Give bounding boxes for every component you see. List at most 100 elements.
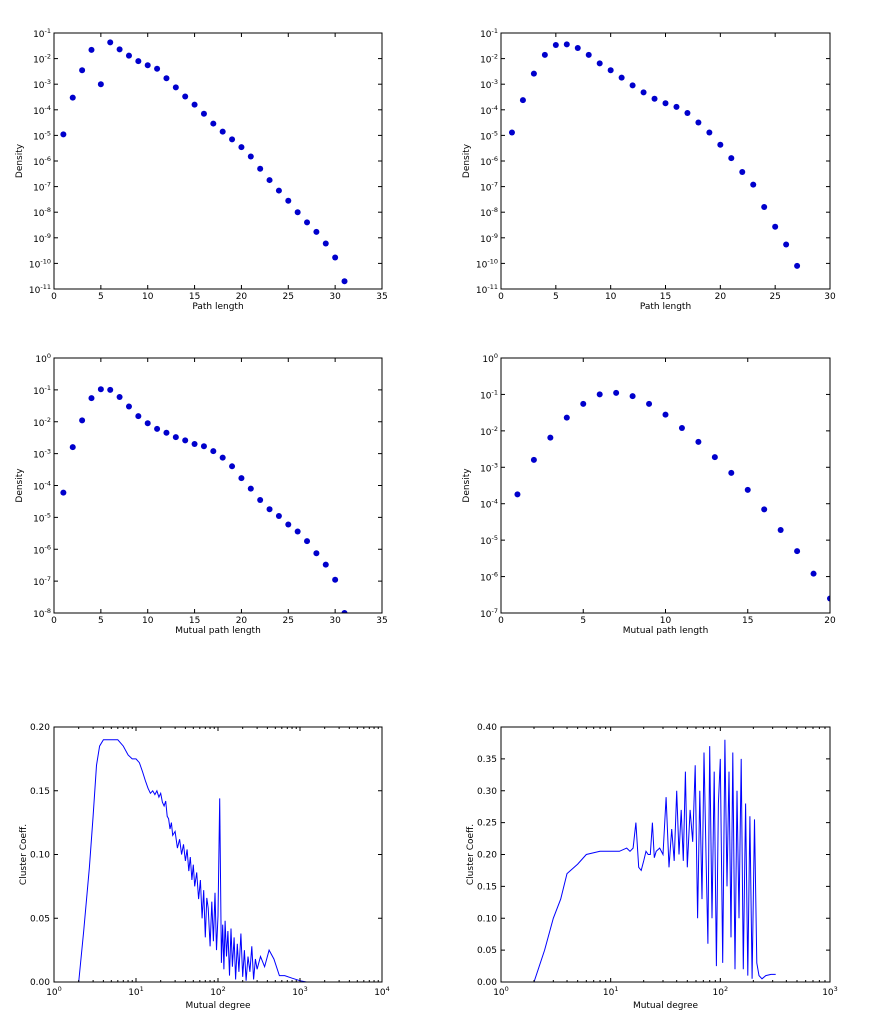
- x-tick-label: 0: [498, 292, 504, 302]
- y-axis-label: Cluster Coeff.: [466, 824, 476, 885]
- y-tick-label: 10-2: [480, 425, 498, 438]
- y-tick-label: 10-1: [480, 27, 498, 40]
- data-point: [673, 103, 680, 110]
- y-axis-label: Density: [462, 143, 472, 178]
- series-line: [533, 739, 776, 982]
- data-point: [116, 393, 123, 400]
- data-point: [322, 240, 329, 247]
- x-tick-label: 30: [329, 292, 341, 302]
- y-tick-label: 0.05: [30, 914, 50, 924]
- data-point: [646, 400, 653, 407]
- data-point: [107, 386, 114, 393]
- y-tick-label: 10-4: [33, 104, 51, 117]
- chart-panel-6: 100 101 102 103 0.00 0.05 0.10 0.15 0.20 0.25 0.30…: [466, 723, 838, 1011]
- x-tick-label: 5: [580, 616, 586, 626]
- data-point: [552, 41, 559, 48]
- data-point: [783, 241, 790, 248]
- y-tick-label: 10-10: [29, 257, 51, 270]
- x-tick-label: 5: [553, 292, 559, 302]
- y-tick-label: 10-3: [33, 448, 51, 461]
- data-point: [210, 448, 217, 455]
- data-point: [304, 219, 311, 226]
- plot-frame: [53, 726, 383, 983]
- data-point: [332, 576, 339, 583]
- data-point: [547, 434, 554, 441]
- data-point: [662, 100, 669, 107]
- y-tick-label: 0.15: [30, 787, 50, 797]
- y-tick-label: 0.20: [30, 723, 50, 733]
- y-tick-label: 0.40: [477, 723, 497, 733]
- y-tick-label: 10-9: [480, 232, 498, 245]
- data-point: [827, 595, 830, 602]
- data-point: [257, 497, 264, 504]
- y-tick-label: 10-4: [33, 480, 51, 493]
- x-axis-label: Path length: [192, 302, 243, 312]
- x-tick-label: 10: [142, 292, 154, 302]
- x-axis-label: Mutual degree: [185, 1001, 251, 1011]
- y-tick-label: 0.30: [477, 787, 497, 797]
- data-point: [97, 386, 104, 393]
- data-point: [678, 424, 685, 431]
- data-point: [294, 528, 301, 535]
- y-tick-label: 10-10: [476, 257, 498, 270]
- x-tick-label: 20: [236, 616, 248, 626]
- y-tick-label: 0.35: [477, 755, 497, 765]
- y-tick-label: 0.10: [477, 914, 497, 924]
- data-point: [88, 46, 95, 53]
- x-tick-label: 25: [769, 292, 780, 302]
- data-point: [684, 109, 691, 116]
- data-point: [304, 538, 311, 545]
- plot-frame: [500, 32, 831, 290]
- y-tick-label: 10-3: [480, 461, 498, 474]
- y-tick-label: 10-2: [480, 53, 498, 66]
- data-point: [629, 393, 636, 400]
- data-point: [238, 144, 245, 151]
- data-point: [541, 51, 548, 58]
- data-point: [79, 67, 86, 74]
- data-point: [777, 526, 784, 533]
- y-tick-label: 0.00: [477, 978, 497, 988]
- data-point: [182, 437, 189, 444]
- data-layer: [508, 41, 801, 269]
- x-tick-label: 0: [498, 616, 504, 626]
- data-point: [163, 75, 170, 82]
- data-point: [266, 177, 273, 184]
- x-tick-label: 0: [51, 292, 57, 302]
- data-point: [332, 254, 339, 261]
- data-point: [97, 81, 104, 88]
- data-layer: [60, 39, 348, 285]
- data-point: [514, 491, 521, 498]
- x-tick-label: 15: [189, 616, 200, 626]
- x-tick-label: 15: [660, 292, 671, 302]
- data-point: [182, 93, 189, 100]
- data-point: [125, 52, 132, 59]
- data-point: [88, 395, 95, 402]
- y-tick-label: 10-4: [480, 104, 498, 117]
- x-tick-label: 102: [713, 985, 729, 998]
- chart-panel-3: 0 5 10 15 20 25 30 35 10-8 10-7 10-6 10-5 10-4 10-3 10…: [15, 352, 388, 636]
- x-tick-label: 15: [189, 292, 200, 302]
- x-tick-label: 15: [742, 616, 753, 626]
- x-axis-label: Mutual path length: [175, 626, 261, 636]
- data-layer: [78, 739, 315, 982]
- data-point: [761, 506, 768, 513]
- y-tick-label: 10-6: [480, 155, 498, 168]
- data-point: [341, 278, 348, 285]
- x-tick-label: 103: [822, 985, 838, 998]
- data-point: [219, 454, 226, 461]
- data-point: [191, 441, 198, 448]
- x-tick-label: 5: [98, 292, 104, 302]
- data-point: [294, 209, 301, 216]
- data-point: [135, 413, 142, 420]
- x-tick-label: 30: [329, 616, 341, 626]
- data-point: [563, 41, 570, 48]
- y-tick-label: 10-7: [33, 181, 51, 194]
- data-point: [69, 94, 76, 101]
- data-point: [229, 136, 236, 143]
- data-point: [530, 70, 537, 77]
- y-tick-label: 10-11: [476, 283, 498, 296]
- data-point: [285, 521, 292, 528]
- data-point: [613, 389, 620, 396]
- data-point: [322, 561, 329, 568]
- chart-panel-4: 0 5 10 15 20 10-7 10-6 10-5 10-4 10-3 10-2 10-1 100 M…: [462, 352, 836, 636]
